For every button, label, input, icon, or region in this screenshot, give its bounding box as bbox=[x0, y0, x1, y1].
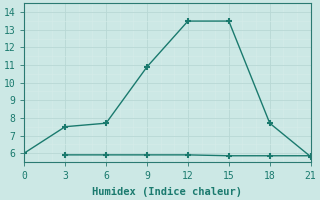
X-axis label: Humidex (Indice chaleur): Humidex (Indice chaleur) bbox=[92, 186, 243, 197]
